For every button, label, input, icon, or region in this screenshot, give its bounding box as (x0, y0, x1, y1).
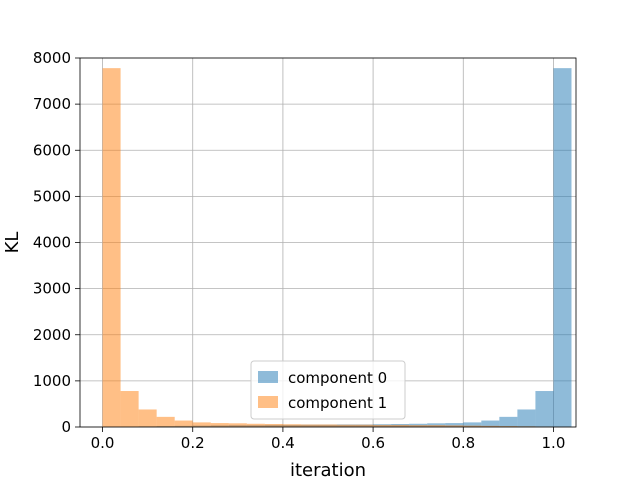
y-tick-label: 8000 (33, 49, 71, 67)
legend-swatch (258, 396, 278, 408)
x-tick-label: 0.6 (361, 434, 385, 452)
histogram-bar (264, 424, 283, 427)
y-axis-ticks: 0 1000 2000 3000 4000 5000 6000 7000 8000 (33, 49, 80, 436)
y-tick-label: 4000 (33, 234, 71, 252)
x-tick-label: 0.2 (181, 434, 205, 452)
histogram-bar (445, 425, 464, 427)
y-axis-label: KL (2, 232, 23, 254)
histogram-bar (192, 422, 211, 427)
y-tick-label: 7000 (33, 95, 71, 113)
histogram-bar (138, 409, 157, 427)
series-1 (102, 68, 572, 428)
x-tick-label: 0.0 (91, 434, 115, 452)
histogram-bar (427, 425, 446, 427)
histogram-bar (337, 424, 356, 427)
y-tick-label: 6000 (33, 141, 71, 159)
y-tick-label: 0 (61, 418, 71, 436)
legend-label: component 1 (288, 394, 387, 412)
histogram-bar (102, 68, 121, 428)
histogram-bar (463, 425, 482, 427)
histogram-bar (553, 68, 572, 428)
histogram-bar (355, 424, 374, 427)
histogram-bar (517, 409, 536, 427)
histogram-bar (535, 391, 554, 427)
y-tick-label: 1000 (33, 372, 71, 390)
histogram-bar (373, 424, 392, 427)
legend-label: component 0 (288, 369, 387, 387)
x-tick-label: 0.8 (451, 434, 475, 452)
bars (102, 68, 572, 428)
histogram-bar (499, 426, 518, 427)
x-tick-label: 0.4 (271, 434, 295, 452)
histogram-bar (481, 420, 500, 427)
x-axis-label: iteration (290, 460, 366, 480)
y-tick-label: 3000 (33, 280, 71, 298)
histogram-bar (228, 423, 247, 427)
legend-box (250, 360, 406, 420)
histogram-bar (174, 420, 193, 427)
legend: component 0 component 1 (250, 360, 406, 420)
histogram-bar (300, 424, 319, 427)
histogram-bar (463, 422, 482, 427)
histogram-bar (246, 423, 265, 427)
histogram-bar (210, 423, 229, 427)
x-axis-ticks: 0.0 0.2 0.4 0.6 0.8 1.0 (91, 427, 566, 452)
histogram-bar (318, 424, 338, 427)
histogram-bar (282, 424, 301, 427)
y-tick-label: 2000 (33, 326, 71, 344)
legend-swatch (258, 371, 278, 383)
x-tick-label: 1.0 (542, 434, 566, 452)
histogram-bar (120, 391, 139, 427)
histogram-bar (445, 423, 464, 427)
histogram-bar (391, 424, 410, 427)
histogram-bar (156, 416, 175, 427)
histogram-bar (481, 425, 500, 427)
histogram-bar (499, 416, 518, 427)
y-tick-label: 5000 (33, 187, 71, 205)
histogram-bar (409, 425, 428, 427)
